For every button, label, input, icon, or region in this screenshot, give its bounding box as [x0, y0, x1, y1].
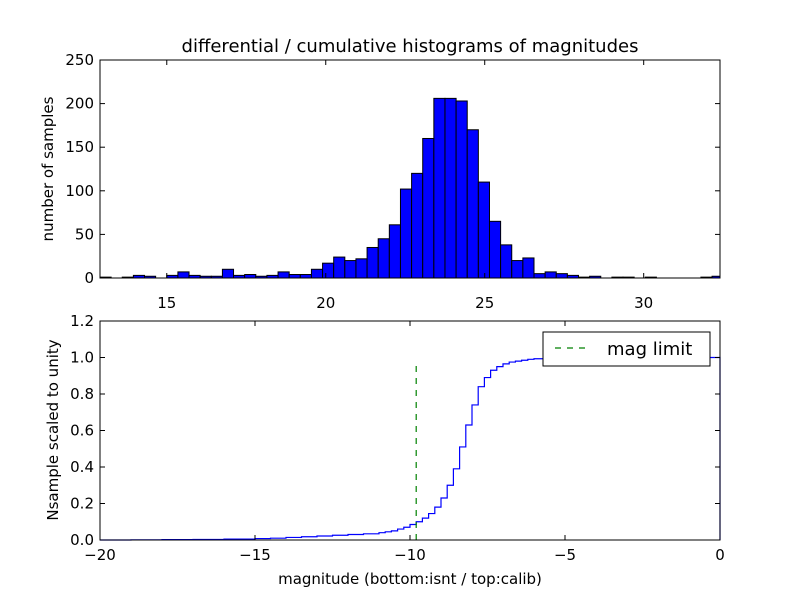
histogram-y-axis-label: number of samples — [39, 96, 57, 241]
histogram-bar — [310, 268, 324, 279]
histogram-bar — [455, 100, 468, 279]
histogram-bar — [477, 181, 490, 279]
histogram-title: differential / cumulative histograms of … — [182, 36, 639, 57]
cumulative-x-tick-label: −15 — [239, 546, 271, 564]
histogram-x-tick-label: 25 — [475, 294, 494, 312]
histogram-frame — [99, 59, 721, 279]
histogram-bars — [99, 97, 721, 279]
cumulative-y-tick-label: 0.6 — [70, 422, 94, 440]
histogram-bar — [433, 97, 446, 279]
histogram-x-tick-label: 15 — [157, 294, 176, 312]
histogram-bar — [511, 260, 524, 279]
cumulative-y-ticks: 0.0 0.2 0.4 0.6 0.8 1.0 1.2 — [70, 312, 720, 549]
cumulative-series — [100, 356, 721, 541]
histogram-bar — [544, 271, 557, 279]
histogram-bar — [422, 137, 435, 279]
cumulative-y-axis-label: Nsample scaled to unity — [44, 339, 62, 520]
histogram-y-tick-label: 200 — [65, 95, 94, 113]
histogram-y-ticks: 0 50 100 150 200 250 — [65, 51, 720, 287]
cumulative-y-tick-label: 1.2 — [70, 312, 94, 330]
histogram-bar — [221, 268, 235, 279]
cumulative-y-tick-label: 0.4 — [70, 458, 94, 476]
cumulative-x-tick-label: −10 — [394, 546, 426, 564]
histogram-x-tick-label: 30 — [634, 294, 653, 312]
histogram-bar — [500, 244, 513, 279]
histogram-bar — [299, 274, 312, 279]
histogram-bar — [555, 273, 568, 279]
cumulative-x-tick-label: 0 — [715, 546, 725, 564]
histogram-bar — [488, 220, 502, 279]
histogram-bar — [333, 256, 346, 279]
histogram-bar — [177, 271, 190, 279]
legend: mag limit — [542, 331, 711, 367]
cumulative-x-axis-label: magnitude (bottom:isnt / top:calib) — [278, 570, 542, 588]
histogram-bar — [288, 274, 301, 279]
histogram-bar — [344, 260, 357, 279]
histogram-bar — [244, 274, 257, 279]
cumulative-x-ticks: −20 −15 −10 −5 0 — [84, 321, 725, 564]
cumulative-x-tick-label: −5 — [554, 546, 576, 564]
cumulative-step-line — [100, 356, 721, 541]
histogram-bar — [355, 258, 368, 279]
histogram-y-tick-label: 0 — [84, 269, 94, 287]
histogram-bar — [366, 246, 379, 279]
cumulative-x-tick-label: −20 — [84, 546, 116, 564]
cumulative-y-tick-label: 0.2 — [70, 495, 94, 513]
histogram-chart: differential / cumulative histograms of … — [39, 36, 721, 312]
histogram-x-ticks: 15 20 25 30 — [157, 60, 653, 312]
histogram-bar — [522, 257, 535, 279]
histogram-bar — [399, 188, 413, 279]
histogram-y-tick-label: 150 — [65, 138, 94, 156]
histogram-bar — [388, 224, 401, 279]
histogram-bar — [277, 271, 290, 279]
histogram-bar — [533, 273, 546, 279]
cumulative-y-tick-label: 1.0 — [70, 349, 94, 367]
histogram-bar — [466, 129, 479, 279]
legend-label-mag-limit: mag limit — [607, 339, 692, 360]
histogram-bar — [444, 97, 457, 279]
histogram-bar — [411, 172, 424, 279]
histogram-x-tick-label: 20 — [316, 294, 335, 312]
histogram-y-tick-label: 250 — [65, 51, 94, 69]
histogram-y-tick-label: 100 — [65, 182, 94, 200]
histogram-bar — [377, 238, 390, 279]
cumulative-y-tick-label: 0.8 — [70, 385, 94, 403]
cumulative-y-tick-label: 0.0 — [70, 531, 94, 549]
cumulative-chart: magnitude (bottom:isnt / top:calib) Nsam… — [44, 312, 725, 588]
histogram-bar — [322, 262, 335, 279]
legend-box — [542, 331, 711, 367]
histogram-y-tick-label: 50 — [75, 225, 94, 243]
